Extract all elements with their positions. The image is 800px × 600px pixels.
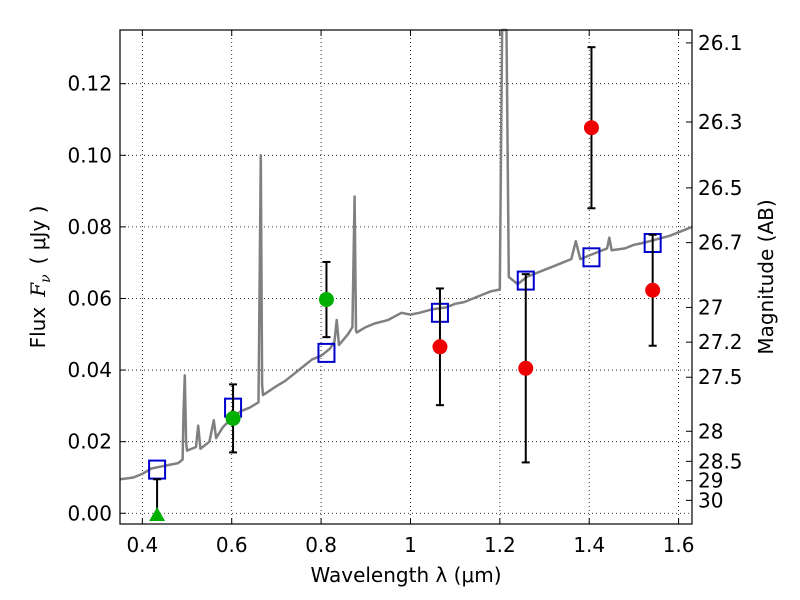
y2-tick-label: 28.5 [698, 449, 743, 473]
observed-point [225, 410, 241, 426]
y-tick-label: 0.06 [67, 286, 112, 310]
y-axis-label-symbol: F [26, 282, 50, 298]
y2-tick-label: 30 [698, 488, 723, 512]
y2-tick-label: 26.3 [698, 110, 743, 134]
y2-tick-label: 29 [698, 469, 723, 493]
y-tick-label: 0.12 [67, 72, 112, 96]
y2-tick-label: 26.7 [698, 231, 743, 255]
spectrum-line [119, 28, 693, 481]
model-photometry-square [582, 247, 601, 268]
marker-layer [148, 46, 662, 522]
tick-layer: 0.4 0.6 0.8 1 1.2 1.4 1.6 0.00 0.02 0.04 0.06 0.08 0… [67, 30, 743, 557]
y-tick-label: 0.04 [67, 358, 112, 382]
x-tick-label: 1.4 [573, 533, 605, 557]
grid-lines [120, 30, 692, 524]
spectrum-layer [119, 28, 693, 481]
y-axis-label-units: ( μJy ) [26, 206, 50, 265]
x-tick-label: 0.6 [216, 533, 248, 557]
model-photometry-square [317, 342, 336, 363]
observed-point [432, 339, 448, 355]
plot-frame [119, 29, 693, 525]
y-axis-label-subscript: ν [38, 274, 54, 283]
y-axis-label: Flux Fν ( μJy ) [26, 206, 54, 349]
x-tick-label: 1 [404, 533, 417, 557]
y-tick-label: 0.08 [67, 215, 112, 239]
y2-tick-label: 28 [698, 419, 723, 443]
x-axis-label: Wavelength λ (μm) [310, 563, 501, 587]
y-tick-label: 0.00 [67, 501, 112, 525]
x-tick-label: 1.6 [663, 533, 695, 557]
y2-tick-label: 26.1 [698, 31, 743, 55]
y-tick-label: 0.02 [67, 430, 112, 454]
observed-point [583, 120, 599, 136]
y2-tick-label: 27 [698, 295, 723, 319]
y-tick-label: 0.10 [67, 143, 112, 167]
y2-tick-label: 27.2 [698, 330, 743, 354]
x-tick-label: 0.4 [126, 533, 158, 557]
observed-point [645, 282, 661, 298]
observed-point [318, 292, 334, 308]
x-tick-label: 1.2 [484, 533, 516, 557]
x-tick-label: 0.8 [305, 533, 337, 557]
observed-point [518, 360, 534, 376]
upper-limit-triangle [149, 507, 166, 522]
y-axis-label-text: Flux [26, 307, 50, 349]
y2-tick-label: 26.5 [698, 176, 743, 200]
y2-tick-label: 27.5 [698, 365, 743, 389]
y2-axis-label: Magnitude (AB) [754, 199, 778, 354]
